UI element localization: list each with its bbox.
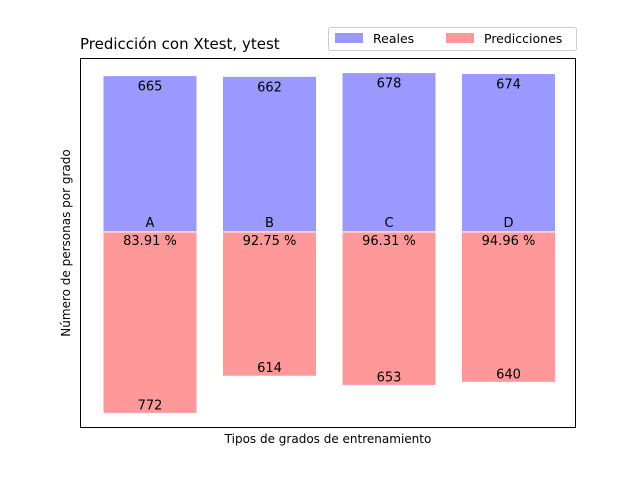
value-label-predicciones-a: 772 [138, 398, 163, 413]
legend-swatch-predicciones [446, 33, 474, 43]
category-label-b: B [265, 216, 274, 231]
legend-label-predicciones: Predicciones [484, 31, 562, 46]
chart-title: Predicción con Xtest, ytest [80, 35, 280, 53]
bar-reales-a [102, 75, 198, 233]
bar-reales-d [461, 73, 556, 233]
legend-swatch-reales [335, 33, 363, 43]
legend: Reales Predicciones [328, 27, 577, 51]
bar-reales-b [222, 75, 317, 233]
value-label-predicciones-c: 653 [377, 370, 402, 385]
value-label-predicciones-d: 640 [496, 367, 521, 382]
value-label-predicciones-b: 614 [257, 361, 282, 376]
bar-predicciones-a [102, 231, 198, 414]
plot-frame [80, 58, 576, 428]
bar-reales-c [341, 72, 437, 233]
category-label-d: D [503, 216, 513, 231]
accuracy-label-b: 92.75 % [243, 234, 297, 249]
category-label-a: A [146, 216, 155, 231]
legend-label-reales: Reales [373, 31, 414, 46]
bar-predicciones-b [222, 231, 317, 377]
value-label-reales-c: 678 [377, 77, 402, 92]
category-label-c: C [384, 216, 393, 231]
x-axis-label: Tipos de grados de entrenamiento [224, 432, 432, 446]
bars [102, 72, 556, 414]
y-axis-label: Número de personas por grado [59, 149, 73, 336]
value-label-reales-a: 665 [138, 80, 163, 95]
bar-labels: 665 A 83.91 % 772 662 B 92.75 % 614 678 C 96.31 % 6… [123, 77, 535, 414]
accuracy-label-a: 83.91 % [123, 234, 177, 249]
accuracy-label-c: 96.31 % [362, 234, 416, 249]
accuracy-label-d: 94.96 % [482, 234, 536, 249]
bar-predicciones-d [461, 231, 556, 383]
value-label-reales-d: 674 [496, 78, 521, 93]
bar-predicciones-c [341, 231, 437, 386]
value-label-reales-b: 662 [257, 80, 282, 95]
